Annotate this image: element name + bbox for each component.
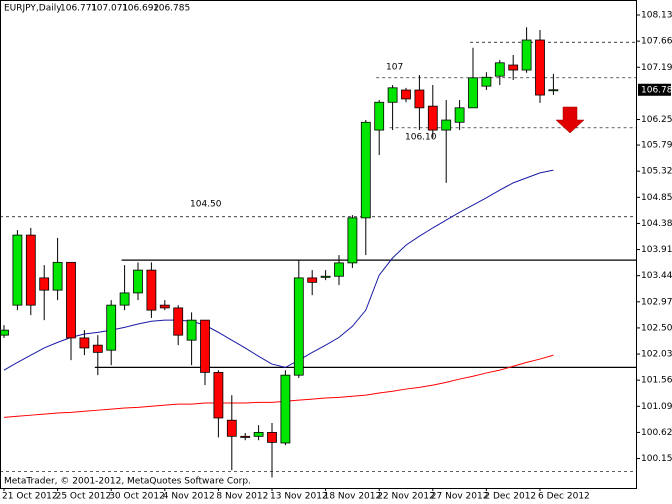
candle-body (0, 329, 9, 336)
price-box (638, 83, 671, 96)
candle-body (508, 64, 519, 71)
plot-frame (0, 0, 637, 489)
moving-average (3, 169, 554, 371)
candle-body (173, 307, 184, 336)
x-tick-label: 22 Nov 2012 (377, 492, 435, 502)
y-tick-label: 102.500 (641, 323, 672, 333)
y-tick-label: 100.620 (641, 428, 672, 438)
candle-body (521, 39, 532, 71)
y-tick-label: 103.910 (641, 245, 672, 255)
y-tick-label: 105.790 (641, 141, 672, 151)
candle-body (226, 419, 237, 437)
candle-body (39, 277, 50, 291)
candle-body (441, 119, 452, 131)
level-label: 107 (386, 62, 403, 72)
candle-body (66, 261, 76, 339)
candle-body (334, 262, 344, 277)
down-arrow (555, 106, 585, 134)
header-open: 106.771 (60, 4, 97, 14)
candle-body (347, 217, 358, 264)
candle-body (454, 107, 465, 123)
candle-body (360, 121, 371, 219)
candle-body (133, 269, 143, 294)
y-tick-label: 101.090 (641, 402, 672, 412)
candle-body (548, 89, 559, 92)
candle-body (427, 105, 438, 131)
candle-body (146, 269, 157, 311)
candle-body (374, 101, 385, 131)
plot-area: 107 106.10 104.50 (0, 27, 636, 478)
y-tick-label: 100.150 (641, 454, 672, 464)
candle-body (213, 371, 224, 419)
candle-body (52, 261, 63, 291)
candle-body (307, 277, 318, 283)
candle-body (200, 319, 210, 373)
candle-body (494, 62, 505, 77)
x-tick-label: 27 Nov 2012 (431, 492, 489, 502)
level-label: 106.10 (405, 132, 437, 142)
x-tick-label: 6 Dec 2012 (538, 492, 590, 502)
candle-body (79, 337, 90, 349)
footer: MetaTrader, © 2001-2012, MetaQuotes Soft… (4, 477, 251, 487)
candle-body (267, 432, 277, 443)
y-tick-label: 107.660 (641, 37, 672, 47)
price-box-label: 106.785 (641, 85, 672, 95)
candle-body (481, 76, 492, 87)
header-close: 106.785 (153, 4, 190, 14)
candle-body (106, 304, 117, 351)
candle-body (25, 234, 36, 306)
y-tick-label: 103.440 (641, 271, 672, 281)
x-tick-label: 25 Oct 2012 (56, 492, 112, 502)
chart-title: EURJPY,Daily (4, 4, 62, 14)
candle-body (240, 435, 251, 438)
y-tick-label: 108.130 (641, 11, 672, 21)
candle-body (92, 344, 103, 353)
y-tick-label: 104.850 (641, 193, 672, 203)
candle-body (253, 432, 264, 437)
candle-body (320, 275, 331, 278)
candle-body (280, 374, 291, 444)
candle-body (119, 292, 130, 306)
x-tick-label: 21 Oct 2012 (2, 492, 58, 502)
candle-body (159, 304, 170, 309)
candle-body (414, 89, 425, 109)
y-tick-label: 104.380 (641, 219, 672, 229)
candle-body (12, 234, 23, 306)
header-high: 107.071 (91, 4, 128, 14)
x-tick-label: 4 Nov 2012 (163, 492, 215, 502)
moving-average (3, 354, 554, 418)
header-low: 106.692 (122, 4, 159, 14)
candle-body (468, 77, 478, 109)
x-tick-label: 2 Dec 2012 (484, 492, 536, 502)
y-tick-label: 101.560 (641, 376, 672, 386)
y-tick-label: 107.190 (641, 63, 672, 73)
y-tick-label: 105.320 (641, 167, 672, 177)
y-tick-label: 106.250 (641, 115, 672, 125)
candle-body (387, 87, 398, 103)
candle-body (401, 89, 411, 100)
x-tick-label: 18 Nov 2012 (324, 492, 382, 502)
candle-body (186, 319, 197, 341)
x-tick-label: 30 Oct 2012 (109, 492, 165, 502)
candle-body (535, 39, 545, 96)
y-tick-label: 102.030 (641, 350, 672, 360)
y-tick-label: 102.970 (641, 297, 672, 307)
candle-body (293, 277, 304, 376)
level-label: 104.50 (190, 199, 222, 209)
x-tick-label: 13 Nov 2012 (270, 492, 328, 502)
x-tick-label: 8 Nov 2012 (216, 492, 268, 502)
